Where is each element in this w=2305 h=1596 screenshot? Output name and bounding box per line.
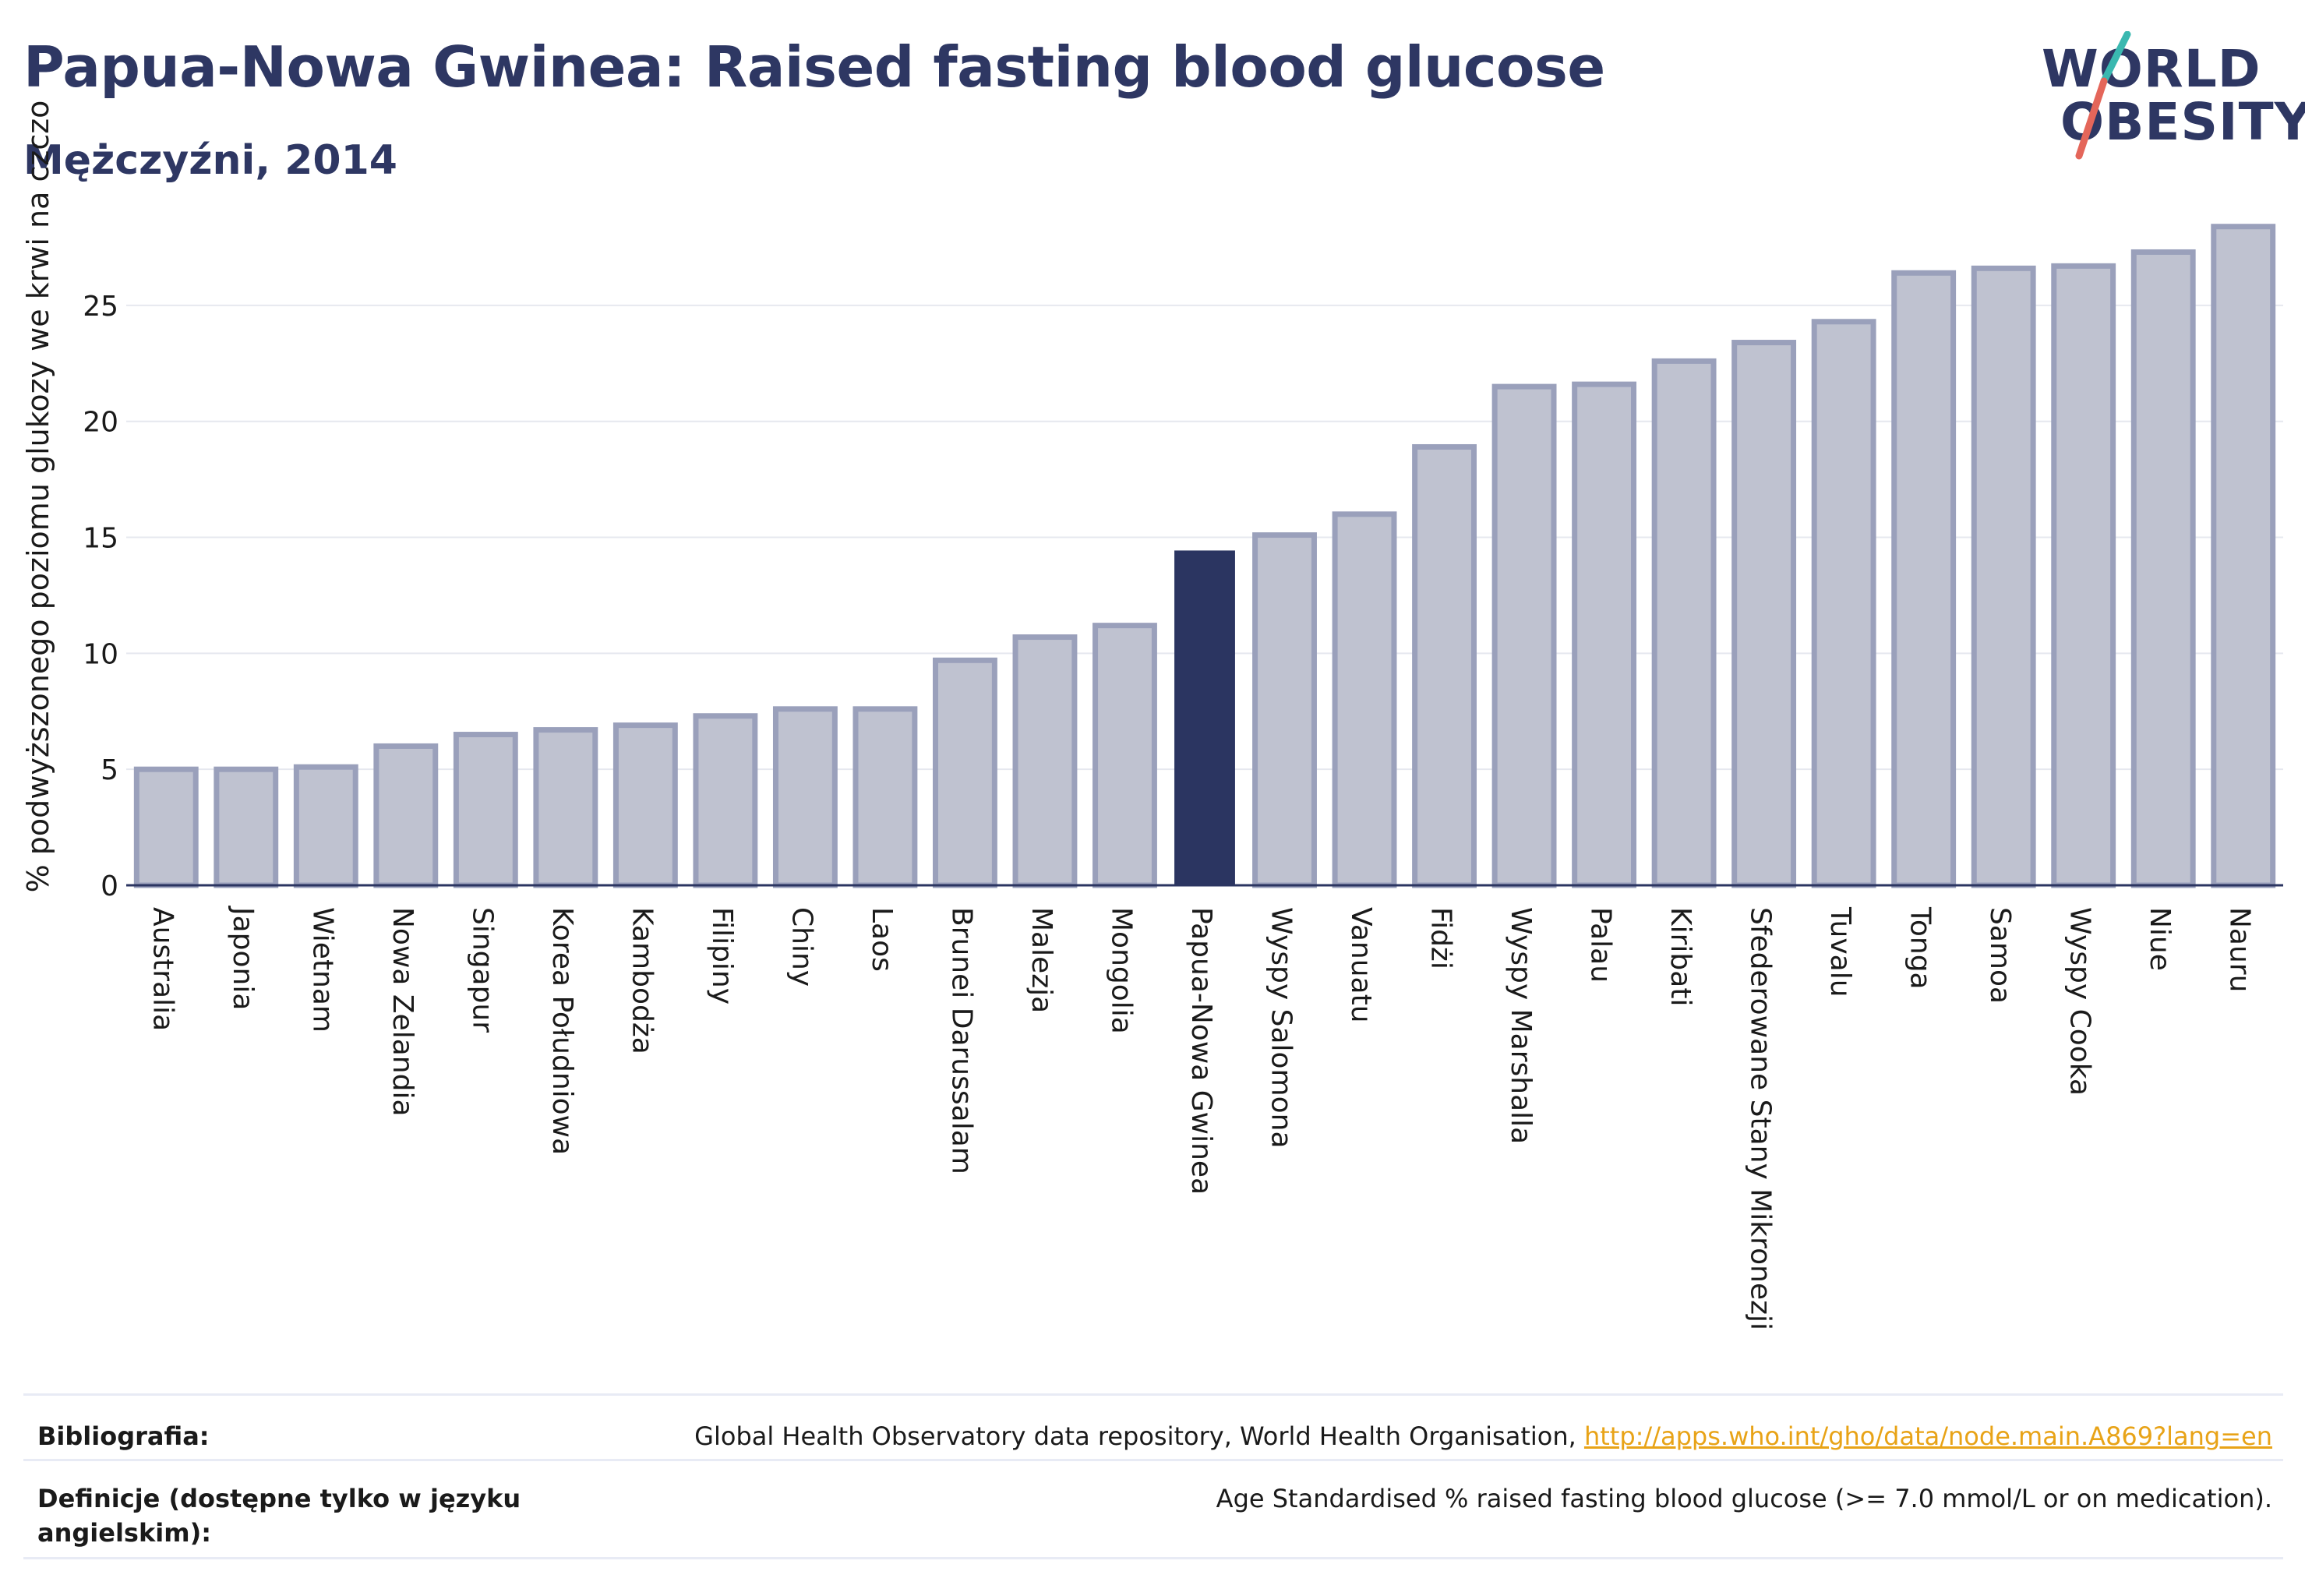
x-tick-label: Vanuatu (1345, 907, 1377, 1023)
bar[interactable] (1491, 383, 1557, 888)
x-tick-label: Wietnam (306, 907, 338, 1033)
x-tick-label: Tonga (1904, 906, 1936, 990)
y-tick-label: 10 (83, 638, 118, 670)
bar[interactable] (852, 706, 918, 888)
x-tick-label: Wyspy Marshalla (1505, 907, 1537, 1144)
bar[interactable] (1811, 319, 1876, 888)
y-axis-label: % podwyższonego poziomu glukozy we krwi … (21, 101, 55, 893)
bibliography-value: Global Health Observatory data repositor… (694, 1419, 2272, 1453)
x-tick-label: Malezja (1025, 907, 1057, 1013)
y-tick-label: 15 (83, 523, 118, 555)
bar[interactable] (1971, 265, 2036, 888)
y-tick-label: 5 (101, 754, 118, 786)
bar[interactable] (1731, 340, 1797, 888)
x-tick-label: Japonia (227, 906, 259, 1010)
x-tick-label: Korea Południowa (546, 907, 578, 1155)
x-tick-label: Brunei Darussalam (945, 907, 977, 1174)
logo-word-obesity: OBESITY (2060, 92, 2305, 152)
x-tick-label: Chiny (785, 907, 817, 987)
x-tick-label: Sfederowane Stany Mikronezji (1745, 907, 1777, 1330)
x-tick-label: Fidżi (1425, 907, 1457, 969)
x-tick-label: Wyspy Salomona (1265, 907, 1297, 1149)
world-obesity-logo: WORLD OBESITY (2026, 31, 2305, 171)
bar[interactable] (693, 713, 758, 888)
y-tick-label: 20 (83, 407, 118, 439)
x-tick-label: Palau (1585, 907, 1617, 983)
bar[interactable] (1092, 623, 1157, 888)
x-tick-label: Tuvalu (1824, 906, 1856, 998)
x-tick-label: Nowa Zelandia (387, 907, 418, 1117)
y-tick-label: 25 (83, 291, 118, 323)
bars (133, 224, 2276, 888)
bar[interactable] (533, 727, 598, 888)
x-tick-label: Papua-Nowa Gwinea (1185, 907, 1217, 1195)
y-tick-label: 0 (101, 870, 118, 902)
definition-text: Age Standardised % raised fasting blood … (1216, 1484, 2272, 1513)
bar[interactable] (1012, 634, 1078, 888)
x-tick-label: Niue (2144, 907, 2176, 971)
x-tick-label: Singapur (466, 907, 498, 1033)
bar[interactable] (1412, 443, 1477, 888)
bar[interactable] (1332, 511, 1397, 888)
bar[interactable] (772, 706, 838, 888)
bibliography-row: Bibliografia: Global Health Observatory … (23, 1393, 2283, 1460)
logo-slash-icon (2075, 31, 2131, 160)
bibliography-link[interactable]: http://apps.who.int/gho/data/node.main.A… (1583, 1421, 2272, 1451)
x-tick-label: Nauru (2224, 907, 2256, 992)
x-tick-label: Laos (866, 907, 898, 972)
bibliography-label: Bibliografia: (37, 1421, 210, 1451)
bar-chart: 0 5 10 15 20 25 Australia Japonia Wietnam Nowa Z… (21, 101, 2283, 1330)
chart-subtitle: Mężczyźni, 2014 (23, 137, 397, 184)
bar-highlighted[interactable] (1174, 550, 1235, 886)
x-tick-label: Kambodża (626, 907, 658, 1054)
bar[interactable] (933, 657, 997, 888)
x-tick-label: Mongolia (1105, 907, 1137, 1034)
axes: 0 5 10 15 20 25 (83, 291, 2283, 902)
bar[interactable] (2130, 249, 2196, 888)
x-tick-label: Australia (146, 907, 178, 1031)
bar[interactable] (1651, 358, 1717, 888)
chart-title: Papua-Nowa Gwinea: Raised fasting blood … (23, 34, 1605, 100)
definition-row: Definicje (dostępne tylko w języku angie… (23, 1459, 2283, 1562)
bar[interactable] (1252, 532, 1317, 888)
x-tick-label: Kiribati (1664, 907, 1696, 1006)
x-tick-label: Filipiny (706, 907, 738, 1005)
bar[interactable] (1572, 381, 1637, 888)
definition-label: Definicje (dostępne tylko w języku angie… (37, 1484, 521, 1548)
footer-bottom-divider (23, 1557, 2283, 1561)
logo-word-world: WORLD (2042, 39, 2261, 99)
bar[interactable] (2211, 224, 2276, 888)
bar[interactable] (293, 764, 358, 888)
bar[interactable] (133, 766, 199, 888)
bar[interactable] (2051, 263, 2116, 888)
bar[interactable] (453, 732, 518, 888)
bar[interactable] (1891, 270, 1957, 888)
bar[interactable] (373, 743, 439, 888)
bibliography-text: Global Health Observatory data repositor… (694, 1421, 1584, 1451)
x-tick-label: Samoa (1984, 907, 2016, 1004)
bar[interactable] (612, 722, 678, 888)
category-labels: Australia Japonia Wietnam Nowa Zelandia Sing… (146, 906, 2255, 1330)
x-tick-label: Wyspy Cooka (2064, 907, 2096, 1096)
bar[interactable] (214, 766, 279, 888)
